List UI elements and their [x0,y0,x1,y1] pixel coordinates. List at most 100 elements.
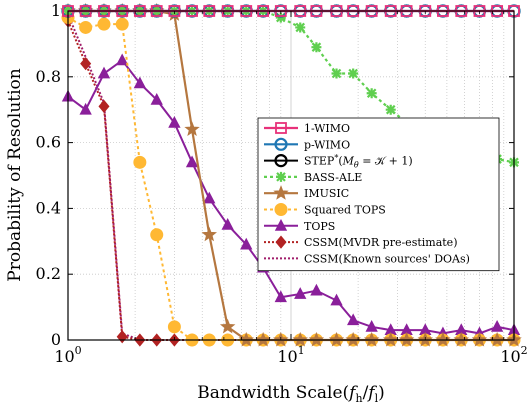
data-point-asterisk [331,68,342,79]
x-axis-label-fh-sub: h [355,392,362,405]
data-point-asterisk [348,68,359,79]
data-point-triangle [221,217,234,230]
legend-label: Squared TOPS [304,204,386,217]
data-point-star [201,226,217,242]
data-point-filled-circle [115,17,129,31]
data-point-asterisk [366,88,377,99]
legend-entry-tops: TOPS [264,218,335,233]
data-point-filled-circle [150,228,164,242]
legend-label-step-text: STEP [304,155,335,168]
data-point-triangle [310,283,323,296]
legend-label-step-rest: = 𝒦 + 1) [359,155,413,168]
y-axis-label: Probability of Resolution [5,68,25,281]
legend-label: 1-WIMO [304,122,350,135]
legend-entry-cssm_known: CSSM(Known sources' DOAs) [264,252,470,265]
x-axis-label-prefix: Bandwidth Scale( [197,383,349,403]
data-point-triangle [168,115,181,128]
x-tick-label: 102 [500,344,527,366]
data-point-star [184,121,200,136]
data-point-star [363,331,380,347]
legend-label: TOPS [304,220,335,233]
data-point-star [435,331,451,347]
data-point-asterisk [276,171,286,182]
data-point-star [273,185,289,200]
y-tick-label: 0 [51,330,61,349]
x-axis-label-slash: / [363,383,369,403]
legend-label-step-m: M [342,155,355,168]
data-point-triangle [185,155,199,168]
x-tick-label: 101 [277,344,304,366]
data-point-triangle [150,92,163,105]
data-point-triangle [365,319,378,332]
data-point-triangle [490,319,504,332]
data-point-filled-circle [274,203,288,216]
data-point-square [275,122,287,134]
legend-label-step-sub: θ [354,161,359,170]
x-tick-label-exponent: 1 [298,344,305,357]
x-axis-label: Bandwidth Scale(fh/fl) [197,383,385,405]
data-point-triangle [116,53,129,66]
data-point-star [453,331,469,347]
data-point-filled-circle [133,155,147,169]
data-point-triangle [97,66,111,79]
data-point-star [398,331,415,347]
data-point-triangle [274,218,288,231]
data-point-diamond [80,57,92,71]
x-tick-label-exponent: 2 [521,344,528,357]
data-point-triangle [133,76,147,89]
data-point-star [292,331,308,347]
data-point-star [255,331,271,347]
data-point-star [328,331,345,347]
data-point-star [219,318,236,334]
legend-label: CSSM(Known sources' DOAs) [304,252,470,265]
legend-box [257,117,500,272]
y-tick-label: 1 [51,1,61,20]
legend-label: CSSM(MVDR pre-estimate) [304,236,457,249]
data-point-star [383,331,399,347]
x-tick-label-exponent: 0 [75,344,82,357]
y-tick-label: 0.2 [36,264,61,283]
data-point-triangle [240,237,253,250]
legend-entry-imusic: IMUSIC [264,185,349,200]
x-axis-label-fh: f [347,383,358,403]
data-point-asterisk [295,22,306,33]
x-tick-label-base: 10 [54,347,74,366]
data-point-triangle [294,287,307,299]
data-point-asterisk [385,104,396,115]
legend-entry-pwimo: p-WIMO [264,137,350,151]
x-axis-label-fl: f [366,383,377,403]
legend-label: BASS-ALE [304,171,362,184]
data-point-filled-circle [79,20,93,34]
series-tops [61,53,521,339]
data-point-triangle [203,191,216,204]
data-point-circle [274,154,288,168]
data-point-triangle [79,102,92,115]
x-tick-label-base: 10 [500,347,520,366]
legend-label: p-WIMO [304,138,350,151]
x-axis-label-fl-sub: l [375,392,379,405]
y-tick-label: 0.8 [36,67,61,86]
data-point-triangle [274,290,287,303]
x-tick-label: 100 [54,344,81,366]
data-point-asterisk [311,42,322,53]
legend-entry-wimo1: 1-WIMO [264,122,350,135]
legend-label: STEP*(Mθ = 𝒦 + 1) [304,154,413,170]
data-point-triangle [347,313,360,326]
data-point-diamond [275,235,287,249]
legend-entry-sqtops: Squared TOPS [264,203,386,217]
legend-entry-bass: BASS-ALE [264,171,362,184]
data-point-diamond [98,99,110,114]
legend-label: IMUSIC [304,187,349,200]
legend-entry-step: STEP*(Mθ = 𝒦 + 1) [264,154,413,170]
data-point-filled-circle [167,320,181,334]
legend-label-step-star: * [334,154,338,163]
y-tick-label: 0.6 [36,133,61,152]
data-point-circle [274,137,288,151]
legend-label-step-open: ( [338,155,342,168]
y-tick-label: 0.4 [36,198,61,217]
x-tick-label-base: 10 [277,347,297,366]
data-point-triangle [330,293,343,306]
